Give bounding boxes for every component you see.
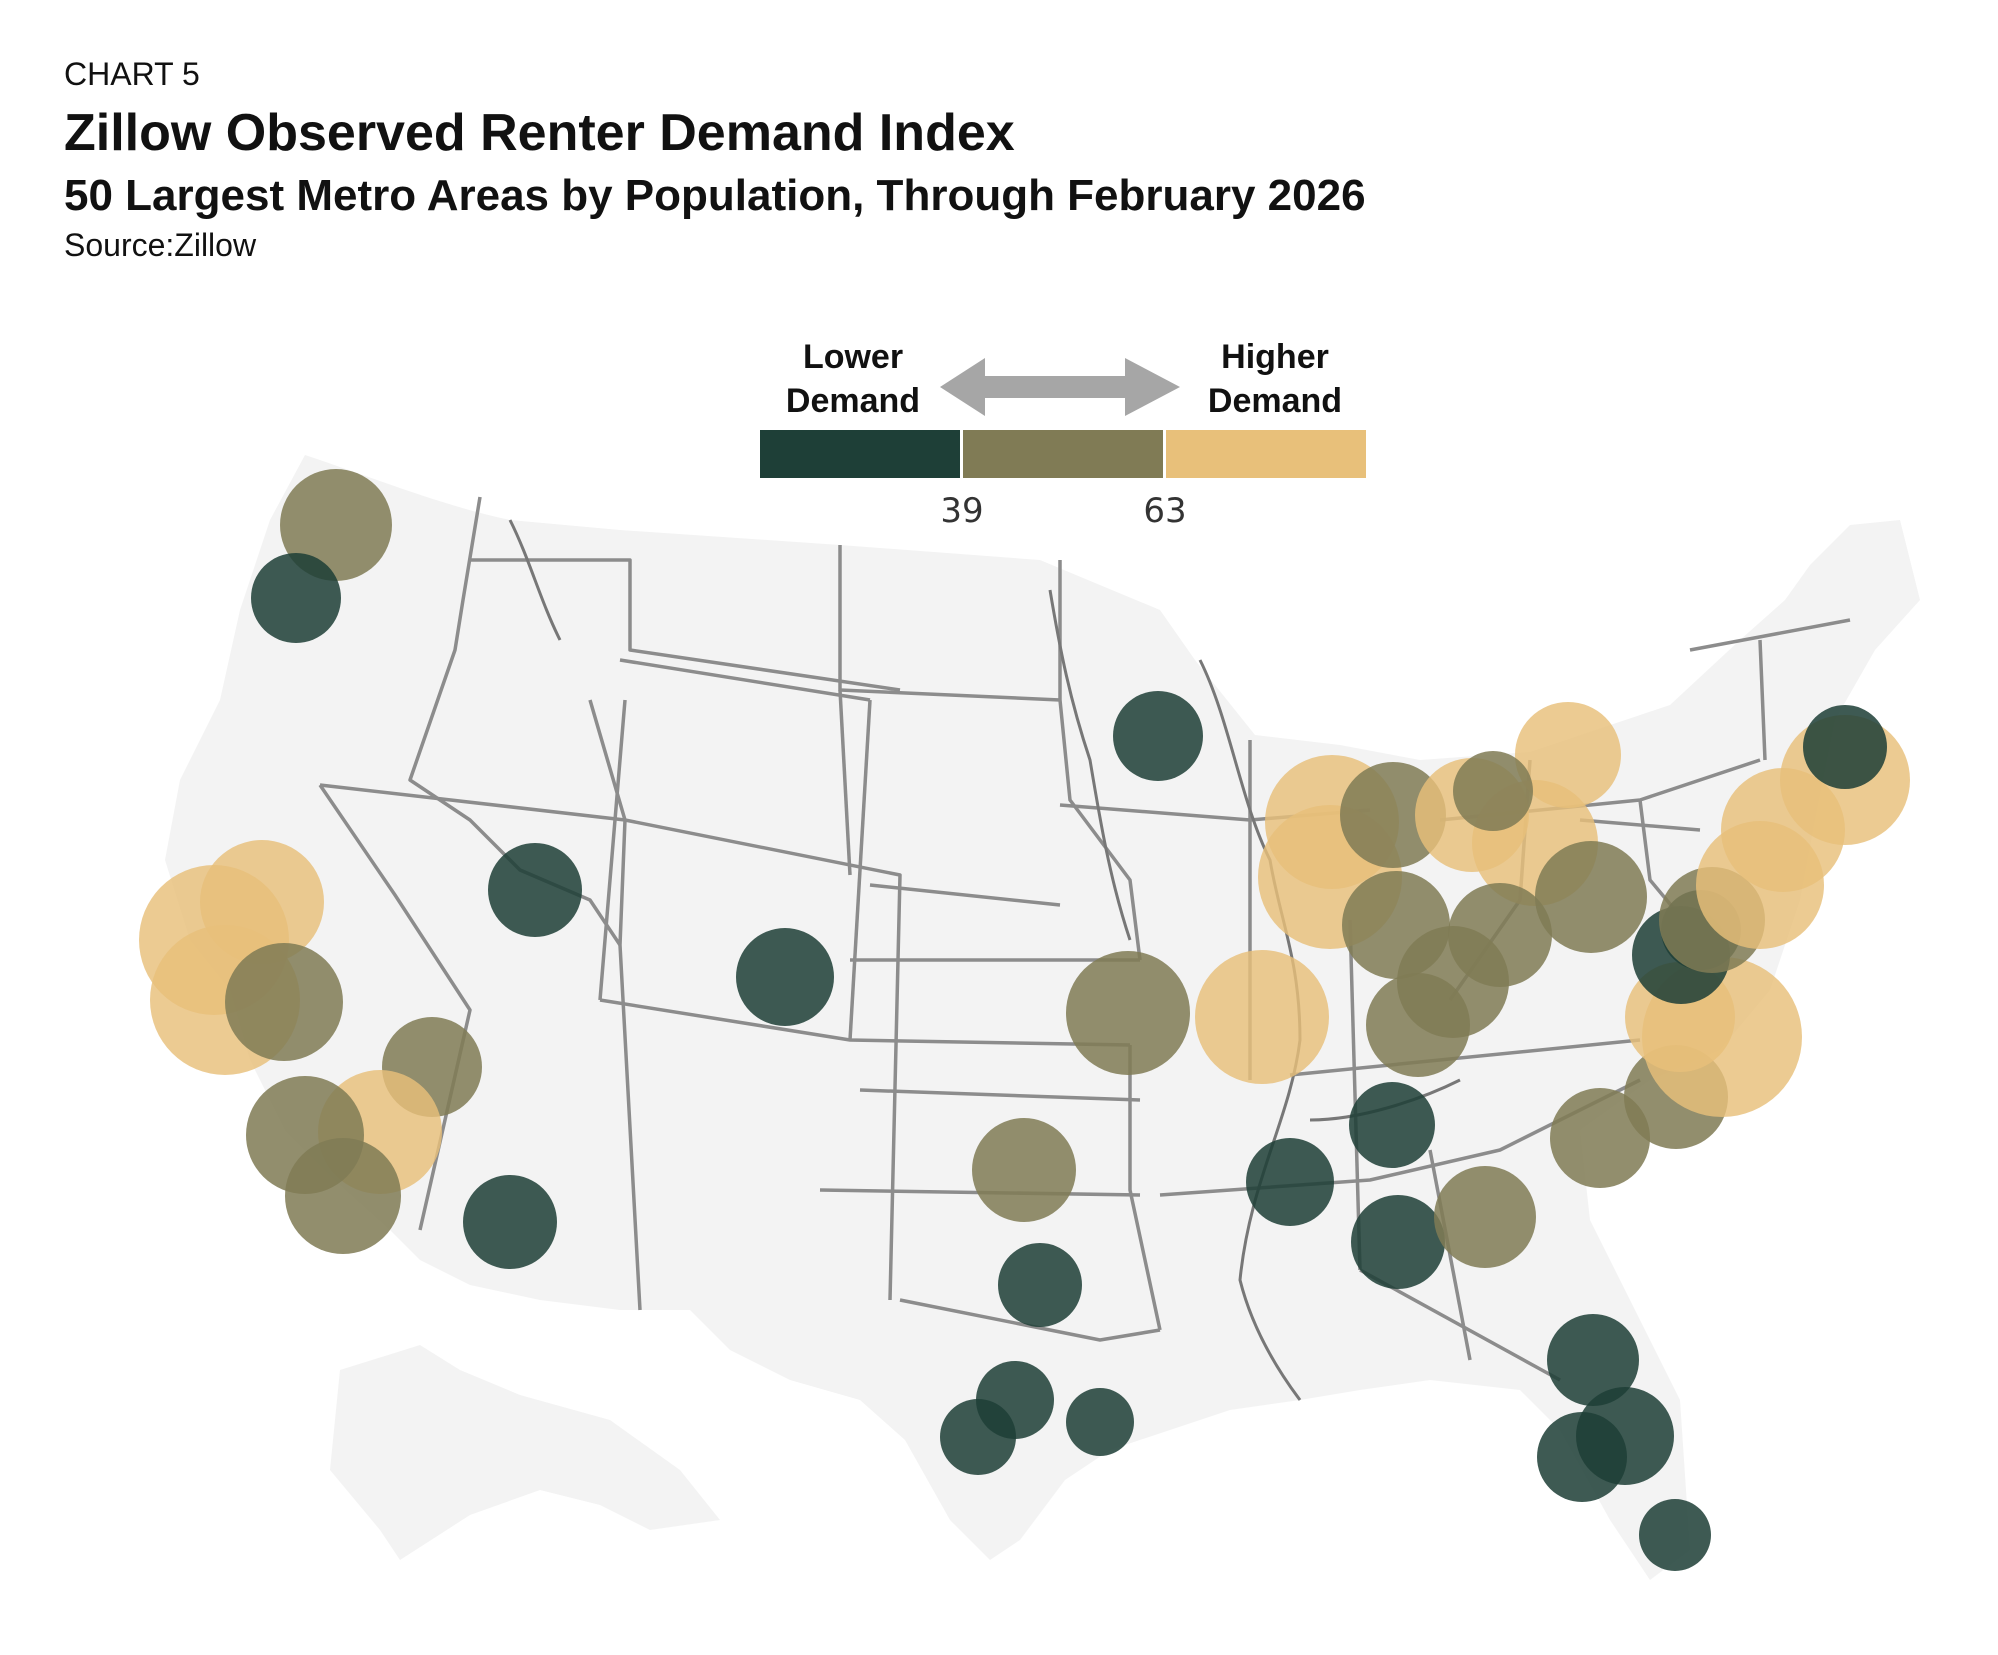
bubble-tampa xyxy=(1537,1412,1627,1502)
bubble-buffalo xyxy=(1515,702,1621,808)
legend-bin-mid xyxy=(963,430,1163,478)
bubble-portland xyxy=(251,553,341,643)
legend-break-39: 39 xyxy=(940,491,983,531)
bubble-dallas xyxy=(998,1243,1082,1327)
alaska-land xyxy=(330,1345,720,1560)
bubble-memphis xyxy=(1246,1138,1334,1226)
legend-break-63: 63 xyxy=(1143,491,1186,531)
legend-high-line2: Demand xyxy=(1208,382,1342,420)
bubble-pittsburgh xyxy=(1535,841,1647,953)
bubble-birmingham xyxy=(1351,1195,1445,1289)
bubble-jacksonville xyxy=(1547,1314,1639,1406)
chart-number: CHART 5 xyxy=(64,56,200,92)
chart-header: CHART 5 Zillow Observed Renter Demand In… xyxy=(64,56,1366,264)
bubble-salt-lake-city xyxy=(488,843,582,937)
bubble-minneapolis xyxy=(1113,691,1203,781)
bubble-atlanta xyxy=(1434,1166,1536,1268)
bubble-fresno xyxy=(225,943,343,1061)
bubble-grand-rapids xyxy=(1340,762,1446,868)
us-land xyxy=(165,455,1920,1580)
legend-bin-low xyxy=(760,430,960,478)
bubble-st-louis xyxy=(1195,950,1329,1084)
legend-high-line1: Higher xyxy=(1221,338,1329,376)
chart-subtitle: 50 Largest Metro Areas by Population, Th… xyxy=(64,171,1366,220)
double-arrow-icon xyxy=(940,358,1180,416)
bubble-nashville xyxy=(1349,1082,1435,1168)
bubble-denver xyxy=(736,928,834,1026)
bubble-louisville xyxy=(1366,973,1470,1077)
chart-source: Source:Zillow xyxy=(64,227,257,263)
legend-low-line2: Demand xyxy=(786,382,920,420)
bubble-houston xyxy=(1066,1388,1134,1456)
legend-bin-high xyxy=(1166,430,1366,478)
color-legend: Lower Demand Higher Demand 39 63 xyxy=(760,338,1366,531)
bubble-miami xyxy=(1639,1499,1711,1571)
bubble-oklahoma-city xyxy=(972,1118,1076,1222)
bubble-seattle xyxy=(280,469,392,581)
bubble-san-antonio xyxy=(940,1399,1016,1475)
bubble-boston xyxy=(1803,705,1887,789)
metro-bubbles xyxy=(139,469,1910,1571)
bubble-columbus xyxy=(1448,883,1552,987)
bubble-kansas-city xyxy=(1066,951,1190,1075)
chart-title: Zillow Observed Renter Demand Index xyxy=(64,104,1015,162)
bubble-phoenix xyxy=(463,1175,557,1269)
legend-low-line1: Lower xyxy=(803,338,903,376)
bubble-charlotte xyxy=(1550,1088,1650,1188)
bubble-san-diego xyxy=(285,1138,401,1254)
bubble-buffalo-west xyxy=(1453,751,1533,831)
